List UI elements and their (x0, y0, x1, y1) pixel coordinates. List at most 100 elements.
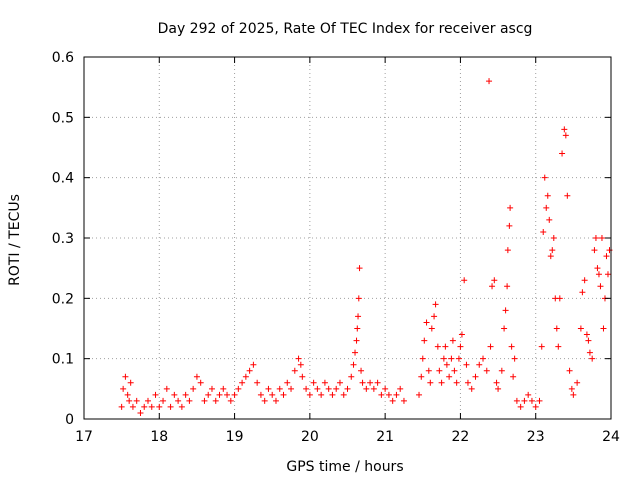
data-point (118, 403, 125, 410)
data-point (418, 373, 425, 380)
data-point (265, 385, 272, 392)
data-point (261, 397, 268, 404)
plot-frame (83, 56, 612, 420)
data-point (583, 331, 590, 338)
data-point (541, 174, 548, 181)
data-point (443, 361, 450, 368)
chart-title: Day 292 of 2025, Rate Of TEC Index for r… (158, 21, 533, 37)
y-tick-label: 0 (65, 412, 74, 428)
data-point (133, 397, 140, 404)
x-tick-label: 17 (75, 429, 93, 445)
data-point (333, 385, 340, 392)
data-point (594, 265, 601, 272)
data-point (175, 397, 182, 404)
data-point (378, 391, 385, 398)
data-point (193, 373, 200, 380)
data-point (208, 385, 215, 392)
data-point (171, 391, 178, 398)
data-point (506, 222, 513, 229)
data-point (511, 355, 518, 362)
data-points (118, 78, 613, 416)
data-point (242, 373, 249, 380)
data-point (502, 307, 509, 314)
data-point (421, 337, 428, 344)
data-point (152, 391, 159, 398)
x-tick-label: 24 (602, 429, 620, 445)
x-tick-label: 22 (452, 429, 470, 445)
data-point (440, 355, 447, 362)
y-tick-label: 0.3 (52, 231, 74, 247)
data-point (577, 325, 584, 332)
data-point (493, 379, 500, 386)
x-tick-label: 23 (527, 429, 545, 445)
data-point (595, 271, 602, 278)
data-point (568, 385, 575, 392)
axis-ticks: 17 18 19 20 21 22 23 24 0 0.1 0.2 0.3 0.4 0.5 0.6 (52, 50, 620, 445)
data-point (344, 385, 351, 392)
data-point (561, 126, 568, 133)
data-point (498, 367, 505, 374)
data-point (538, 343, 545, 350)
data-point (374, 379, 381, 386)
data-point (190, 385, 197, 392)
data-point (352, 349, 359, 356)
data-point (359, 379, 366, 386)
y-tick-label: 0.5 (52, 110, 74, 126)
data-point (397, 385, 404, 392)
data-point (592, 235, 599, 241)
data-point (468, 385, 475, 392)
data-point (436, 367, 443, 374)
data-point (495, 385, 502, 392)
data-point (363, 385, 370, 392)
data-point (442, 343, 449, 350)
data-point (201, 397, 208, 404)
data-point (167, 403, 174, 410)
data-point (597, 283, 604, 290)
x-tick-label: 18 (150, 429, 168, 445)
data-point (291, 367, 298, 374)
data-point (280, 391, 287, 398)
data-point (400, 397, 407, 404)
data-point (525, 391, 532, 398)
data-point (299, 373, 306, 380)
data-point (227, 397, 234, 404)
data-point (160, 397, 167, 404)
data-point (564, 192, 571, 199)
data-point (350, 361, 357, 368)
data-point (306, 391, 313, 398)
data-point (367, 379, 374, 386)
data-point (235, 385, 242, 392)
data-point (427, 379, 434, 386)
x-axis-label: GPS time / hours (286, 459, 403, 475)
data-point (423, 319, 430, 326)
data-point (329, 391, 336, 398)
data-point (521, 397, 528, 404)
data-point (325, 385, 332, 392)
data-point (336, 379, 343, 386)
data-point (501, 325, 508, 332)
data-point (598, 235, 605, 241)
data-point (141, 403, 148, 410)
data-point (586, 349, 593, 356)
data-point (449, 337, 456, 344)
data-point (559, 150, 566, 157)
data-point (432, 301, 439, 308)
data-point (355, 313, 362, 320)
data-point (486, 78, 493, 85)
data-point (472, 373, 479, 380)
data-point (603, 253, 610, 260)
data-point (393, 391, 400, 398)
data-point (126, 397, 133, 404)
data-point (212, 397, 219, 404)
data-point (124, 391, 131, 398)
grid-lines (84, 57, 611, 419)
data-point (385, 391, 392, 398)
data-point (549, 247, 556, 254)
data-point (382, 385, 389, 392)
data-point (269, 391, 276, 398)
data-point (504, 247, 511, 254)
y-tick-label: 0.6 (52, 50, 74, 66)
data-point (455, 355, 462, 362)
data-point (453, 379, 460, 386)
data-point (507, 204, 514, 211)
